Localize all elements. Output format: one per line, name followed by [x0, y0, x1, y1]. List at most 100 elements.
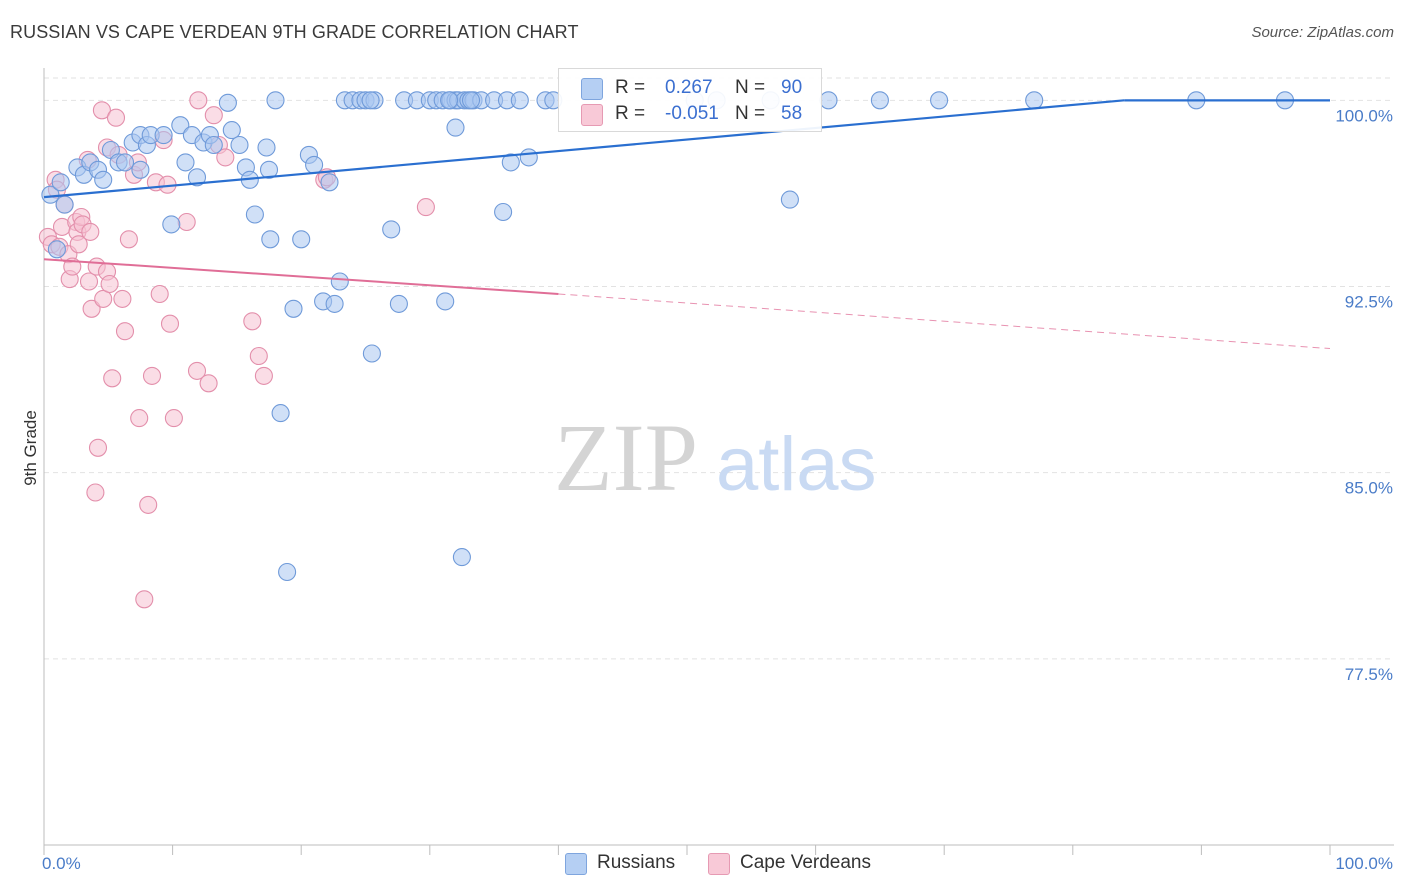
- russians-point: [94, 170, 113, 189]
- russians-point: [446, 118, 465, 137]
- r-value: 0.267: [665, 77, 713, 98]
- russians-point: [47, 240, 66, 259]
- russians-point: [55, 195, 74, 214]
- cape-verdeans-point: [106, 108, 126, 127]
- cape-verdeans-point: [69, 235, 88, 254]
- russians-point: [278, 562, 297, 582]
- watermark-atlas: atlas: [716, 422, 877, 507]
- russians-point: [930, 91, 949, 110]
- cape-verdeans-trend-line: [43, 258, 559, 295]
- correlation-legend: R = 0.267 N = 90 R = -0.051 N = 58: [558, 68, 822, 132]
- russians-point: [501, 153, 520, 172]
- russians-point: [330, 272, 349, 291]
- cape-verdeans-point: [100, 274, 119, 294]
- cape-verdeans-point: [103, 369, 122, 388]
- cape-verdeans-point: [115, 322, 135, 341]
- russians-point: [870, 91, 889, 110]
- russians-point: [305, 155, 324, 174]
- cape-verdeans-point: [187, 361, 207, 380]
- russians-point: [519, 148, 538, 167]
- y-tick-label: 100.0%: [1335, 106, 1393, 125]
- russians-point: [115, 153, 135, 172]
- cape-verdeans-point: [216, 148, 235, 167]
- legend-swatch-blue: [581, 78, 603, 100]
- cape-verdeans-point: [92, 101, 111, 120]
- r-label: R =: [615, 77, 646, 98]
- russians-point: [154, 126, 173, 145]
- russians-point: [284, 299, 303, 318]
- cape-verdeans-point: [243, 312, 262, 331]
- russians-point: [245, 205, 264, 224]
- russians-point: [51, 173, 70, 192]
- russians-trend-line: [43, 99, 1125, 199]
- russians-point: [362, 344, 381, 363]
- russians-point: [131, 160, 150, 179]
- russians-point: [320, 173, 339, 192]
- cape-verdeans-point: [177, 212, 196, 232]
- russians-point: [261, 230, 280, 249]
- n-label: N =: [735, 77, 766, 98]
- russians-point: [292, 230, 311, 249]
- legend-swatch-pink: [708, 853, 730, 875]
- x-tick-label: 0.0%: [42, 854, 81, 873]
- russians-point: [819, 91, 838, 110]
- cape-verdeans-point: [135, 590, 154, 609]
- russians-point: [361, 91, 380, 110]
- n-value: 58: [781, 103, 803, 124]
- cape-verdeans-point: [82, 299, 101, 318]
- x-tick-label: 100.0%: [1335, 854, 1393, 873]
- russians-point: [162, 215, 181, 234]
- russians-point: [218, 93, 237, 112]
- russians-point: [440, 91, 459, 110]
- russians-point: [780, 190, 799, 209]
- tick-labels: 100.0% 92.5% 85.0% 77.5% 0.0% 100.0%: [42, 106, 1393, 873]
- cape-verdeans-point: [249, 346, 268, 366]
- russians-point: [510, 91, 529, 110]
- russians-point: [257, 138, 276, 157]
- russians-point: [204, 135, 223, 155]
- cape-verdeans-point: [113, 289, 132, 308]
- cape-verdeans-point: [189, 91, 208, 110]
- watermark-zip: ZIP: [554, 404, 698, 511]
- cape-verdeans-point: [79, 272, 99, 291]
- cape-verdeans-trend-line-extension: [558, 293, 1331, 350]
- r-label: R =: [615, 103, 646, 124]
- legend-label: Russians: [597, 852, 676, 873]
- russians-point: [41, 185, 60, 204]
- cape-verdeans-point: [142, 366, 162, 385]
- y-tick-label: 77.5%: [1345, 665, 1393, 684]
- russians-point: [325, 294, 344, 313]
- trend-lines: [43, 99, 1331, 350]
- cape-verdeans-point: [119, 230, 138, 249]
- russians-point: [461, 91, 481, 110]
- y-tick-label: 85.0%: [1345, 479, 1393, 498]
- cape-verdeans-point: [88, 438, 108, 457]
- russians-point: [187, 168, 207, 187]
- cape-verdeans-point: [94, 289, 113, 308]
- russians-point: [436, 292, 455, 311]
- russians-point: [1025, 91, 1044, 110]
- cape-verdeans-point: [160, 314, 180, 333]
- cape-verdeans-point: [199, 374, 218, 393]
- cape-verdeans-point: [81, 222, 100, 241]
- data-points: [38, 91, 1295, 609]
- russians-point: [259, 160, 279, 179]
- russians-point: [389, 294, 408, 313]
- cape-verdeans-point: [204, 106, 223, 125]
- legend-swatch-pink: [581, 104, 603, 126]
- cape-verdeans-point: [139, 495, 158, 514]
- russians-point: [222, 121, 241, 140]
- watermark: ZIP atlas: [554, 404, 877, 511]
- n-value: 90: [781, 77, 803, 98]
- legend-swatch-blue: [565, 853, 587, 875]
- n-label: N =: [735, 103, 766, 124]
- russians-point: [266, 91, 285, 110]
- legend-label: Cape Verdeans: [740, 852, 871, 873]
- russians-point: [171, 116, 190, 135]
- y-axis-label: 9th Grade: [21, 410, 40, 486]
- cape-verdeans-point: [416, 198, 435, 217]
- cape-verdeans-point: [254, 366, 273, 385]
- series-legend: Russians Cape Verdeans: [0, 851, 1406, 877]
- cape-verdeans-point: [164, 409, 183, 428]
